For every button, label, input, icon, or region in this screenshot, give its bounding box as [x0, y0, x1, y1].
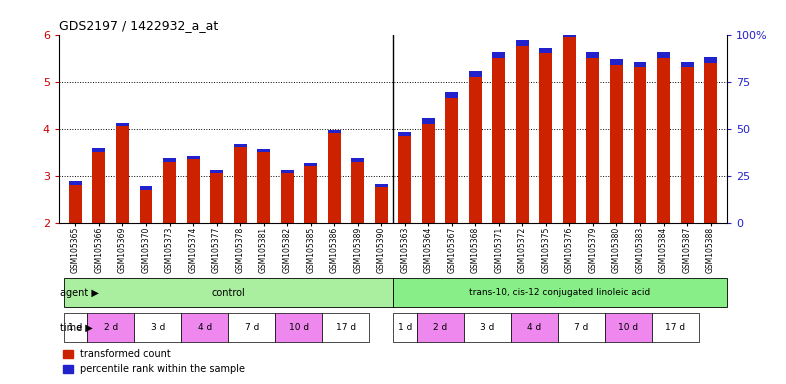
- Text: 17 d: 17 d: [665, 323, 685, 332]
- Bar: [511, 313, 558, 342]
- Bar: [69, 181, 82, 185]
- Bar: [422, 124, 435, 223]
- Bar: [393, 278, 727, 308]
- Text: trans-10, cis-12 conjugated linoleic acid: trans-10, cis-12 conjugated linoleic aci…: [469, 288, 651, 297]
- Legend: transformed count, percentile rank within the sample: transformed count, percentile rank withi…: [59, 346, 249, 378]
- Bar: [634, 68, 646, 223]
- Bar: [281, 170, 294, 173]
- Bar: [257, 149, 270, 152]
- Bar: [375, 187, 387, 223]
- Bar: [87, 313, 134, 342]
- Text: 17 d: 17 d: [336, 323, 356, 332]
- Bar: [446, 98, 458, 223]
- Bar: [704, 63, 717, 223]
- Bar: [182, 313, 228, 342]
- Bar: [140, 187, 152, 190]
- Bar: [657, 53, 670, 58]
- Bar: [422, 118, 435, 124]
- Bar: [610, 60, 623, 65]
- Bar: [399, 132, 411, 136]
- Bar: [140, 190, 152, 223]
- Bar: [492, 58, 505, 223]
- Text: 1 d: 1 d: [68, 323, 83, 332]
- Text: 10 d: 10 d: [618, 323, 638, 332]
- Text: 7 d: 7 d: [244, 323, 259, 332]
- Bar: [634, 62, 646, 68]
- Bar: [186, 159, 200, 223]
- Bar: [304, 166, 317, 223]
- Bar: [116, 123, 129, 126]
- Text: control: control: [211, 288, 245, 298]
- Text: 2 d: 2 d: [104, 323, 118, 332]
- Text: 3 d: 3 d: [151, 323, 165, 332]
- Text: 10 d: 10 d: [288, 323, 309, 332]
- Bar: [163, 158, 176, 162]
- Bar: [657, 58, 670, 223]
- Bar: [228, 313, 275, 342]
- Bar: [233, 147, 247, 223]
- Bar: [375, 184, 387, 187]
- Bar: [64, 278, 393, 308]
- Bar: [210, 173, 223, 223]
- Bar: [586, 58, 600, 223]
- Bar: [469, 71, 482, 77]
- Bar: [116, 126, 129, 223]
- Bar: [69, 185, 82, 223]
- Text: 1 d: 1 d: [398, 323, 412, 332]
- Bar: [516, 46, 529, 223]
- Bar: [328, 129, 340, 133]
- Bar: [558, 313, 604, 342]
- Bar: [93, 152, 105, 223]
- Bar: [351, 162, 364, 223]
- Bar: [257, 152, 270, 223]
- Bar: [492, 52, 505, 58]
- Bar: [351, 158, 364, 162]
- Bar: [586, 53, 600, 58]
- Bar: [186, 156, 200, 159]
- Bar: [516, 40, 529, 46]
- Text: GDS2197 / 1422932_a_at: GDS2197 / 1422932_a_at: [59, 19, 219, 32]
- Bar: [134, 313, 182, 342]
- Text: 4 d: 4 d: [197, 323, 212, 332]
- Text: 4 d: 4 d: [527, 323, 542, 332]
- Text: 2 d: 2 d: [433, 323, 447, 332]
- Bar: [681, 68, 693, 223]
- Bar: [328, 133, 340, 223]
- Bar: [281, 173, 294, 223]
- Bar: [446, 93, 458, 98]
- Bar: [93, 148, 105, 152]
- Bar: [233, 144, 247, 147]
- Text: 7 d: 7 d: [574, 323, 589, 332]
- Bar: [604, 313, 652, 342]
- Bar: [652, 313, 699, 342]
- Bar: [163, 162, 176, 223]
- Bar: [393, 313, 417, 342]
- Text: time ▶: time ▶: [60, 322, 93, 333]
- Text: 3 d: 3 d: [480, 323, 494, 332]
- Bar: [539, 48, 553, 53]
- Bar: [399, 136, 411, 223]
- Bar: [322, 313, 369, 342]
- Bar: [304, 163, 317, 166]
- Text: agent ▶: agent ▶: [60, 288, 99, 298]
- Bar: [417, 313, 464, 342]
- Bar: [64, 313, 87, 342]
- Bar: [704, 57, 717, 63]
- Bar: [563, 37, 576, 223]
- Bar: [539, 53, 553, 223]
- Bar: [563, 31, 576, 37]
- Bar: [469, 77, 482, 223]
- Bar: [464, 313, 511, 342]
- Bar: [610, 65, 623, 223]
- Bar: [681, 62, 693, 68]
- Bar: [210, 170, 223, 173]
- Bar: [275, 313, 322, 342]
